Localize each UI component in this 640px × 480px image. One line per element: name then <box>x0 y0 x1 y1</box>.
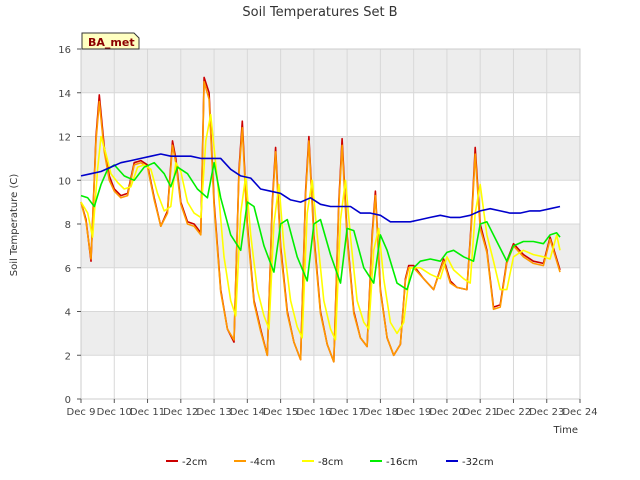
x-tick-label: Dec 22 <box>496 407 531 418</box>
x-tick-label: Dec 24 <box>562 407 597 418</box>
legend-label: -2cm <box>182 457 207 468</box>
y-axis-label: Soil Temperature (C) <box>9 174 20 277</box>
y-tick-label: 16 <box>58 45 71 56</box>
background-band <box>81 136 580 181</box>
x-tick-label: Dec 19 <box>396 407 431 418</box>
legend-label: -4cm <box>250 457 275 468</box>
x-tick-label: Dec 16 <box>296 407 331 418</box>
x-tick-label: Dec 9 <box>67 407 96 418</box>
x-tick-label: Dec 12 <box>163 407 198 418</box>
y-tick-label: 14 <box>58 89 71 100</box>
chart-title: Soil Temperatures Set B <box>242 5 397 20</box>
x-tick-label: Dec 10 <box>97 407 132 418</box>
x-tick-label: Dec 23 <box>529 407 564 418</box>
legend-label: -16cm <box>386 457 418 468</box>
x-tick-label: Dec 11 <box>130 407 165 418</box>
x-tick-label: Dec 15 <box>263 407 298 418</box>
x-axis-label: Time <box>553 425 578 436</box>
y-tick-label: 4 <box>65 308 71 319</box>
series-line-minus-4cm <box>80 81 561 363</box>
series-line-minus-16cm <box>80 161 561 291</box>
y-tick-label: 0 <box>65 395 71 406</box>
legend-label: -32cm <box>462 457 494 468</box>
site-badge: BA_met <box>81 32 140 50</box>
background-band <box>81 311 580 356</box>
background-band <box>81 49 580 93</box>
badge-label: BA_met <box>88 36 135 49</box>
y-tick-label: 6 <box>65 264 71 275</box>
y-tick-label: 12 <box>58 133 71 144</box>
y-tick-label: 8 <box>65 220 71 231</box>
y-tick-label: 10 <box>58 176 71 187</box>
x-tick-label: Dec 20 <box>429 407 464 418</box>
series-line-minus-32cm <box>80 153 561 223</box>
legend-label: -8cm <box>318 457 343 468</box>
x-tick-label: Dec 18 <box>363 407 398 418</box>
y-tick-label: 2 <box>65 351 71 362</box>
x-tick-label: Dec 13 <box>196 407 231 418</box>
x-tick-label: Dec 21 <box>463 407 498 418</box>
series-lines <box>80 76 561 363</box>
background-band <box>81 224 580 268</box>
x-tick-label: Dec 14 <box>230 407 265 418</box>
badge-box <box>81 32 140 50</box>
y-axis-ticks: 0 2 4 6 8 10 12 14 16 <box>58 45 81 406</box>
x-tick-label: Dec 17 <box>330 407 365 418</box>
background-bands <box>81 49 580 356</box>
legend: -2cm -4cm -8cm -16cm -32cm <box>166 457 494 468</box>
